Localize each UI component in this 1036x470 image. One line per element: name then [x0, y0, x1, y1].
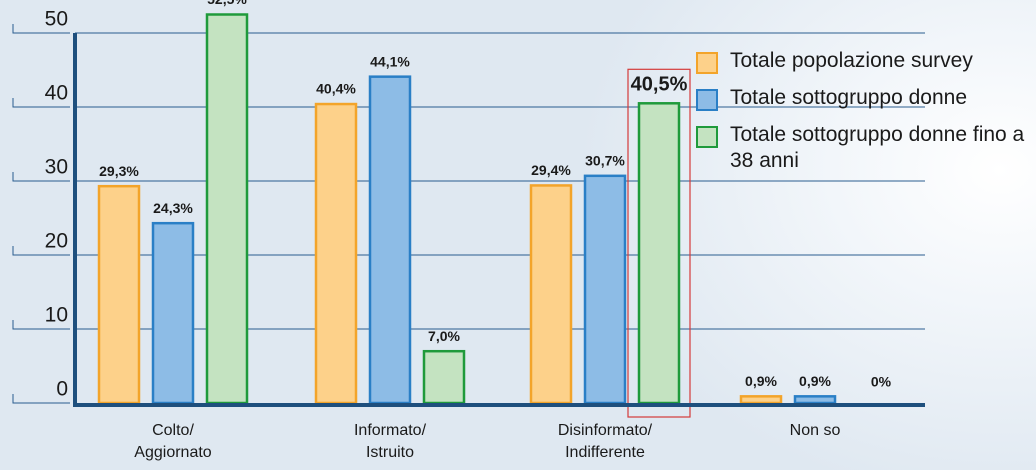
legend-label: Totale sottogruppo donne fino a 38 anni: [730, 123, 1025, 172]
value-label: 40,4%: [316, 81, 356, 97]
legend-swatch: [696, 52, 718, 74]
legend-swatch: [696, 126, 718, 148]
y-tick-label: 40: [45, 82, 68, 105]
y-tick-label: 30: [45, 156, 68, 179]
value-label: 52,5%: [207, 0, 247, 7]
legend-item: Totale sottogruppo donne: [696, 85, 1030, 111]
legend-label: Totale popolazione survey: [730, 49, 973, 72]
y-tick: [12, 24, 70, 34]
bar: [97, 184, 141, 405]
value-label: 44,1%: [370, 53, 410, 69]
x-tick-label: Colto/ Aggiornato: [134, 422, 212, 461]
y-tick: [12, 246, 70, 256]
value-label: 0,9%: [745, 373, 777, 389]
y-tick: [12, 394, 70, 404]
value-label: 0,9%: [799, 373, 831, 389]
bar: [205, 13, 249, 405]
value-label: 29,4%: [531, 162, 571, 178]
y-tick-label: 20: [45, 230, 68, 253]
bar: [314, 102, 358, 405]
bar: [151, 221, 195, 405]
bar: [739, 395, 783, 405]
value-label: 7,0%: [428, 328, 460, 344]
value-label: 0%: [871, 374, 892, 390]
x-tick-label: Disinformato/ Indifferente: [557, 422, 653, 461]
value-label: 29,3%: [99, 163, 139, 179]
y-tick-label: 0: [56, 378, 68, 401]
y-tick-label: 50: [45, 8, 68, 31]
bar: [368, 75, 412, 405]
legend-swatch: [696, 89, 718, 111]
y-tick: [12, 172, 70, 182]
value-label: 24,3%: [153, 200, 193, 216]
value-label: 30,7%: [585, 153, 625, 169]
y-tick: [12, 98, 70, 108]
x-tick-label: Informato/ Istruito: [353, 422, 427, 461]
bar: [529, 184, 573, 405]
legend-item: Totale popolazione survey: [696, 48, 1030, 74]
bar: [637, 102, 681, 405]
legend-item: Totale sottogruppo donne fino a 38 anni: [696, 122, 1030, 174]
value-label: 40,5%: [631, 74, 688, 96]
bar: [422, 349, 466, 405]
bar: [793, 395, 837, 405]
y-tick-label: 10: [45, 304, 68, 327]
y-tick: [12, 320, 70, 330]
x-tick-label: Non so: [789, 422, 841, 439]
legend-label: Totale sottogruppo donne: [730, 86, 968, 109]
bar: [583, 174, 627, 405]
highlight-box: [627, 68, 691, 418]
